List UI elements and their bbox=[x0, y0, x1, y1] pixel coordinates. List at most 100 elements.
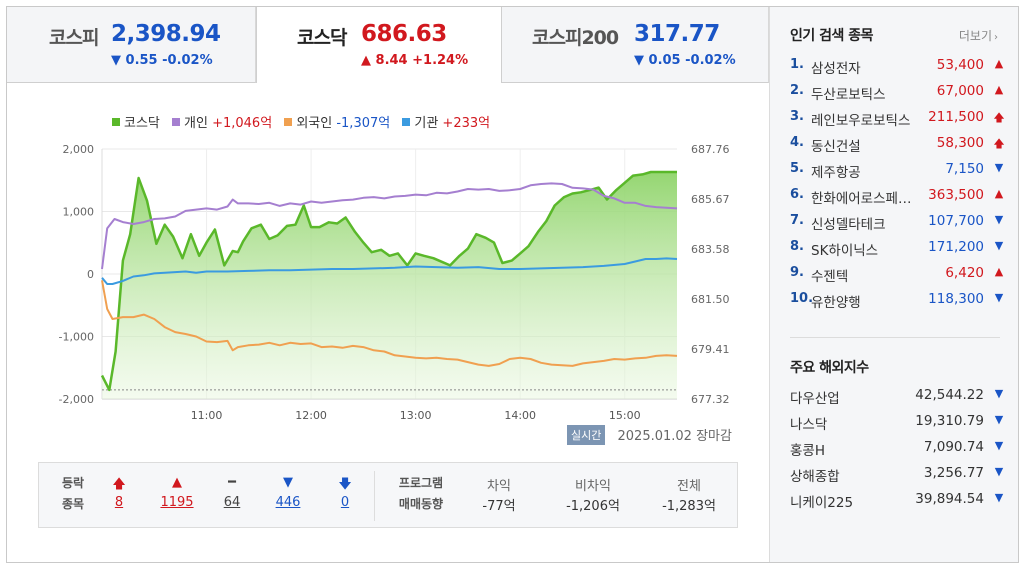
divider bbox=[374, 471, 375, 521]
upper-limit-arrow-icon: 🡅 bbox=[112, 477, 126, 492]
stock-price: 58,300 bbox=[936, 135, 984, 151]
market-widget: 코스피 2,398.94 ▼ 0.55 -0.02% 코스닥 686.63 ▲ … bbox=[6, 6, 1019, 563]
stock-price: 211,500 bbox=[928, 109, 984, 125]
stock-price: 53,400 bbox=[936, 57, 984, 73]
x-tick-label: 12:00 bbox=[295, 409, 327, 422]
stat-decline[interactable]: ▼ 446 bbox=[268, 475, 308, 510]
legend-item-kosdaq: 코스닥 bbox=[112, 112, 160, 131]
tab-kospi200[interactable]: 코스피200 317.77 ▼ 0.05 -0.02% bbox=[502, 7, 769, 83]
stat-advance[interactable]: ▲ 1195 bbox=[157, 475, 197, 510]
popular-stock-item[interactable]: 2. 두산로보틱스 67,000 ▲ bbox=[790, 83, 1010, 109]
tab-name: 코스피200 bbox=[532, 27, 619, 49]
program-total: 전체 -1,283억 bbox=[649, 475, 729, 514]
x-tick-label: 13:00 bbox=[400, 409, 432, 422]
more-label: 더보기 bbox=[958, 29, 992, 43]
y-right-tick-label: 683.58 bbox=[691, 243, 730, 256]
up-arrow-icon: ▲ bbox=[361, 53, 371, 68]
world-index-item[interactable]: 다우산업 42,544.22 ▼ bbox=[790, 387, 1010, 413]
x-tick-label: 11:00 bbox=[191, 409, 223, 422]
legend-item-institution: 기관 +233억 bbox=[402, 112, 490, 131]
popular-stocks-title: 인기 검색 종목 bbox=[790, 28, 874, 44]
tab-value: 317.77 bbox=[634, 21, 720, 47]
index-name[interactable]: 니케이225 bbox=[790, 495, 854, 511]
program-non-arbitrage: 비차익 -1,206억 bbox=[553, 475, 633, 514]
series-line-foreign bbox=[101, 280, 678, 367]
y-right-tick-label: 681.50 bbox=[691, 293, 730, 306]
index-name[interactable]: 상해종합 bbox=[790, 469, 840, 485]
program-value: -77억 bbox=[482, 499, 516, 514]
y-left-tick-label: -2,000 bbox=[59, 393, 94, 406]
rank-number: 9. bbox=[790, 265, 804, 280]
popular-stock-item[interactable]: 7. 신성델타테크 107,700 ▼ bbox=[790, 213, 1010, 239]
tab-change-value: 0.05 -0.02% bbox=[648, 53, 736, 68]
up-arrow-icon: ▲ bbox=[994, 187, 1004, 200]
index-name[interactable]: 다우산업 bbox=[790, 391, 840, 407]
tab-kospi[interactable]: 코스피 2,398.94 ▼ 0.55 -0.02% bbox=[7, 7, 256, 83]
world-index-item[interactable]: 나스닥 19,310.79 ▼ bbox=[790, 413, 1010, 439]
rank-number: 5. bbox=[790, 161, 804, 176]
legend-label: 코스닥 bbox=[124, 116, 160, 131]
popular-stock-item[interactable]: 4. 동신건설 58,300 🡅 bbox=[790, 135, 1010, 161]
popular-stock-item[interactable]: 9. 수젠텍 6,420 ▲ bbox=[790, 265, 1010, 291]
up-arrow-icon: 🡅 bbox=[993, 137, 1005, 150]
advance-decline-label: 등락 종목 bbox=[53, 473, 93, 515]
world-index-item[interactable]: 상해종합 3,256.77 ▼ bbox=[790, 465, 1010, 491]
index-value: 3,256.77 bbox=[923, 465, 984, 481]
y-left-tick-label: -1,000 bbox=[59, 331, 94, 344]
popular-stock-item[interactable]: 6. 한화에어로스페이스 363,500 ▲ bbox=[790, 187, 1010, 213]
label-line: 종목 bbox=[61, 497, 85, 511]
program-value: -1,206억 bbox=[566, 499, 620, 514]
popular-stock-item[interactable]: 10. 유한양행 118,300 ▼ bbox=[790, 291, 1010, 317]
popular-stock-item[interactable]: 8. SK하이닉스 171,200 ▼ bbox=[790, 239, 1010, 265]
world-index-item[interactable]: 니케이225 39,894.54 ▼ bbox=[790, 491, 1010, 517]
market-date: 2025.01.02 bbox=[617, 429, 692, 444]
down-arrow-icon: ▼ bbox=[634, 53, 644, 68]
stat-upper-limit[interactable]: 🡅 8 bbox=[99, 475, 139, 510]
up-arrow-icon: 🡅 bbox=[993, 111, 1005, 124]
stock-price: 7,150 bbox=[945, 161, 984, 177]
program-header: 차익 bbox=[487, 479, 511, 494]
y-left-tick-label: 2,000 bbox=[63, 143, 95, 156]
popular-stock-item[interactable]: 3. 레인보우로보틱스 211,500 🡅 bbox=[790, 109, 1010, 135]
program-trading-label: 프로그램 매매동향 bbox=[391, 473, 451, 515]
index-name[interactable]: 홍콩H bbox=[790, 443, 825, 459]
legend-label: 외국인 bbox=[296, 116, 333, 131]
down-arrow-icon: ▼ bbox=[994, 413, 1004, 426]
y-right-tick-label: 677.32 bbox=[691, 393, 730, 406]
flat-dash-icon: ━ bbox=[228, 475, 236, 490]
index-name[interactable]: 나스닥 bbox=[790, 417, 828, 433]
legend-label: 개인 bbox=[184, 116, 208, 131]
y-right-tick-label: 685.67 bbox=[691, 193, 730, 206]
label-line: 등락 bbox=[61, 476, 85, 490]
popular-stock-item[interactable]: 1. 삼성전자 53,400 ▲ bbox=[790, 57, 1010, 83]
program-header: 비차익 bbox=[575, 479, 611, 494]
popular-stock-item[interactable]: 5. 제주항공 7,150 ▼ bbox=[790, 161, 1010, 187]
y-left-tick-label: 0 bbox=[87, 268, 94, 281]
down-arrow-icon: ▼ bbox=[111, 53, 121, 68]
legend-swatch bbox=[112, 118, 120, 126]
tab-value: 2,398.94 bbox=[111, 21, 221, 47]
legend-item-individual: 개인 +1,046억 bbox=[172, 112, 272, 131]
down-arrow-icon: ▼ bbox=[994, 491, 1004, 504]
up-arrow-icon: ▲ bbox=[994, 57, 1004, 70]
divider bbox=[790, 337, 1000, 338]
y-right-tick-label: 687.76 bbox=[691, 143, 730, 156]
index-tabs: 코스피 2,398.94 ▼ 0.55 -0.02% 코스닥 686.63 ▲ … bbox=[7, 7, 769, 83]
rank-number: 4. bbox=[790, 135, 804, 150]
stock-price: 171,200 bbox=[928, 239, 984, 255]
series-line-kosdaq bbox=[100, 170, 677, 392]
legend-value: +233억 bbox=[442, 116, 491, 131]
stat-count: 0 bbox=[340, 495, 350, 510]
stat-lower-limit[interactable]: 🡇 0 bbox=[325, 475, 365, 510]
more-link[interactable]: 더보기 › bbox=[959, 27, 998, 44]
stock-price: 118,300 bbox=[928, 291, 984, 307]
tab-kosdaq[interactable]: 코스닥 686.63 ▲ 8.44 +1.24% bbox=[256, 7, 502, 83]
stat-unchanged[interactable]: ━ 64 bbox=[212, 475, 252, 510]
tab-name: 코스피 bbox=[49, 27, 99, 49]
tab-value: 686.63 bbox=[361, 21, 447, 47]
world-index-item[interactable]: 홍콩H 7,090.74 ▼ bbox=[790, 439, 1010, 465]
down-arrow-icon: ▼ bbox=[994, 465, 1004, 478]
tab-change: ▲ 8.44 +1.24% bbox=[361, 53, 468, 68]
world-indices-title: 주요 해외지수 bbox=[790, 360, 869, 376]
down-arrow-icon: ▼ bbox=[994, 239, 1004, 252]
